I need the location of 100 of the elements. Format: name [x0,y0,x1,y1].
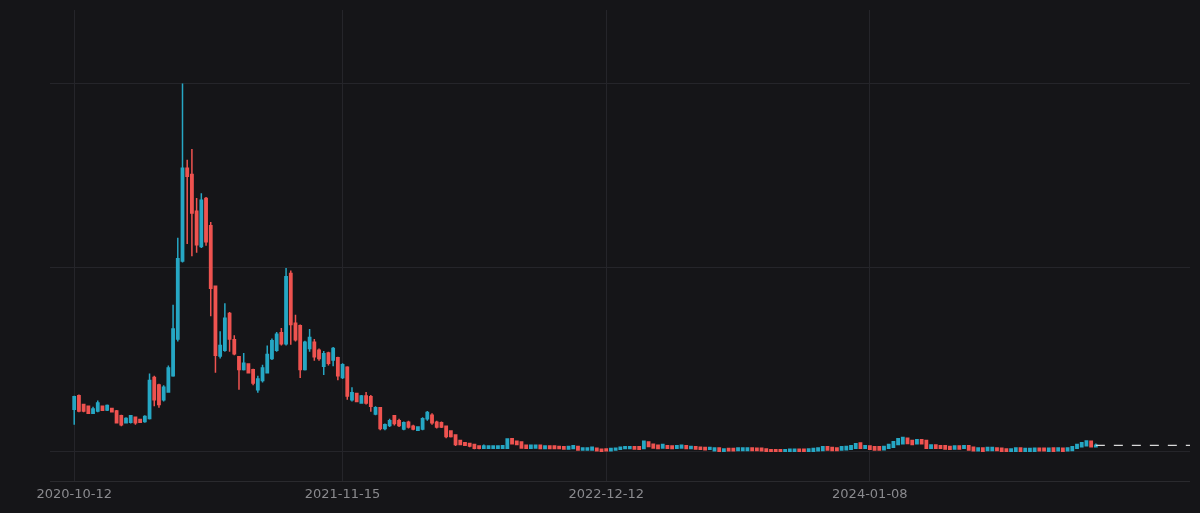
candlestick [401,420,406,431]
x-tick-label: 2020-10-12 [36,485,112,501]
candlestick [505,437,510,450]
candlestick [345,365,350,401]
candlestick [241,352,246,372]
candlestick [613,447,618,452]
candlestick [576,445,580,452]
candlestick [199,192,204,249]
candlestick [750,446,755,452]
x-tick-label: 2024-01-08 [832,485,908,501]
candlestick [411,423,416,431]
candlestick [990,446,995,452]
candlestick [618,446,623,451]
candlestick [698,446,703,451]
candlestick [910,439,915,446]
candlestick [105,403,110,412]
candlestick [693,445,698,451]
candlestick [312,338,317,362]
candlestick [674,444,679,450]
candlestick [1023,447,1028,453]
candlestick [651,443,656,449]
candlestick [947,445,952,451]
candlestick [284,267,288,347]
candlestick [797,448,802,453]
candlestick [740,446,745,452]
candlestick [152,375,157,408]
candlestick [900,436,905,445]
candlestick [119,414,124,427]
candlestick [962,444,966,450]
candlestick [472,443,477,451]
candlestick [1037,447,1042,452]
candlestick [288,269,293,346]
candlestick [670,444,675,450]
candlestick [717,446,722,453]
candlestick [1013,446,1018,453]
candlestick [533,444,538,449]
candlestick [806,447,811,453]
candlestick [707,446,712,451]
candlestick [128,414,133,425]
candlestick [957,444,962,451]
candlestick [1046,447,1051,453]
candlestick [86,404,91,415]
candlestick [971,446,976,452]
candlestick [783,448,788,453]
candlestick [1004,447,1009,453]
candlestick [279,327,284,347]
candlestick [660,443,665,449]
candlestick [726,447,731,452]
candlestick [684,444,689,450]
candlestick [594,447,599,452]
candlestick [863,444,868,450]
candlestick [604,447,609,452]
candlestick [1070,445,1075,452]
candlestick [138,418,143,424]
candlestick [929,443,933,450]
candlestick [999,447,1004,453]
candlestick [359,394,364,405]
candlestick [1089,440,1094,448]
candlestick [350,386,354,403]
candlestick [321,350,326,376]
x-tick-label: 2021-11-15 [304,485,381,501]
candlestick [1060,447,1065,453]
candlestick [491,444,496,450]
candlestick [919,438,924,445]
candlestick [387,418,392,428]
candlestick [731,447,736,452]
candlestick [444,424,449,440]
candlestick [467,442,472,448]
candlestick [585,446,590,452]
candlestick [1032,447,1037,453]
candlestick [481,443,486,449]
candlestick [811,447,816,453]
candlestick [867,444,872,451]
candlestick [1079,441,1084,448]
candlestick [877,445,882,452]
candlestick [820,445,825,452]
candlestick [787,448,792,453]
candlestick [773,448,778,453]
candlestick [641,439,646,450]
candlestick [839,445,844,452]
candlestick [933,443,938,450]
candlestick [335,355,340,381]
candlestick [331,346,336,367]
candlestick [72,394,77,426]
candlestick [976,446,981,452]
candlestick [830,446,835,452]
candlestick [853,442,858,450]
candlestick [392,414,397,427]
candlestick [924,439,929,450]
candlestick [722,447,726,453]
x-tick-label: 2022-12-12 [568,485,644,501]
candlestick [524,444,529,450]
candlestick [547,444,552,450]
candlestick [1056,446,1061,452]
candlestick [237,355,241,391]
candlestick [764,447,769,453]
candlestick [637,445,642,451]
candlestick [543,444,547,450]
candlestick [571,444,576,450]
candlestick [368,394,373,413]
